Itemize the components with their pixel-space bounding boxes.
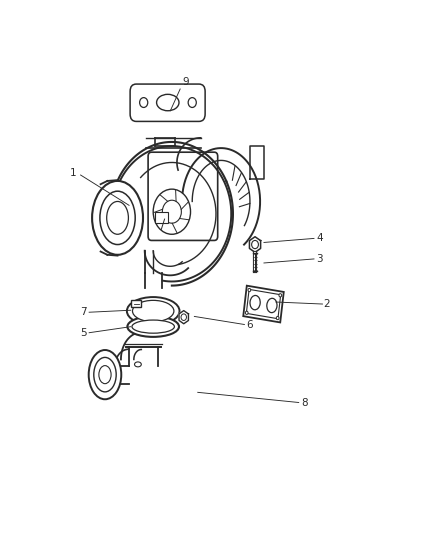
Ellipse shape <box>245 311 248 314</box>
Bar <box>246 289 281 319</box>
Bar <box>131 301 141 307</box>
Ellipse shape <box>276 317 279 320</box>
FancyBboxPatch shape <box>148 152 218 240</box>
Ellipse shape <box>248 288 251 292</box>
Polygon shape <box>179 311 188 324</box>
Text: 1: 1 <box>70 168 77 177</box>
Ellipse shape <box>140 98 148 108</box>
Ellipse shape <box>181 314 187 320</box>
Text: 7: 7 <box>80 307 87 317</box>
Text: 9: 9 <box>182 77 189 87</box>
Ellipse shape <box>134 362 141 367</box>
Text: 8: 8 <box>301 398 307 408</box>
Bar <box>155 212 169 223</box>
Text: 6: 6 <box>247 320 253 329</box>
Text: 2: 2 <box>323 299 330 309</box>
Ellipse shape <box>132 320 174 333</box>
Ellipse shape <box>153 189 191 235</box>
Bar <box>243 286 284 322</box>
Ellipse shape <box>92 181 143 255</box>
Text: 3: 3 <box>316 254 323 264</box>
Ellipse shape <box>162 200 181 223</box>
Ellipse shape <box>157 94 179 111</box>
Text: 5: 5 <box>80 328 87 338</box>
Ellipse shape <box>188 98 196 108</box>
Ellipse shape <box>94 358 116 392</box>
Text: 4: 4 <box>316 233 323 244</box>
Ellipse shape <box>100 191 135 245</box>
Ellipse shape <box>250 295 260 310</box>
Ellipse shape <box>107 201 128 235</box>
Ellipse shape <box>127 297 180 325</box>
FancyBboxPatch shape <box>130 84 205 122</box>
Ellipse shape <box>99 366 111 384</box>
Ellipse shape <box>88 350 121 399</box>
Polygon shape <box>249 237 261 252</box>
Ellipse shape <box>267 298 277 313</box>
Ellipse shape <box>127 317 179 337</box>
Ellipse shape <box>279 294 282 297</box>
Ellipse shape <box>251 240 258 248</box>
Ellipse shape <box>132 301 174 322</box>
